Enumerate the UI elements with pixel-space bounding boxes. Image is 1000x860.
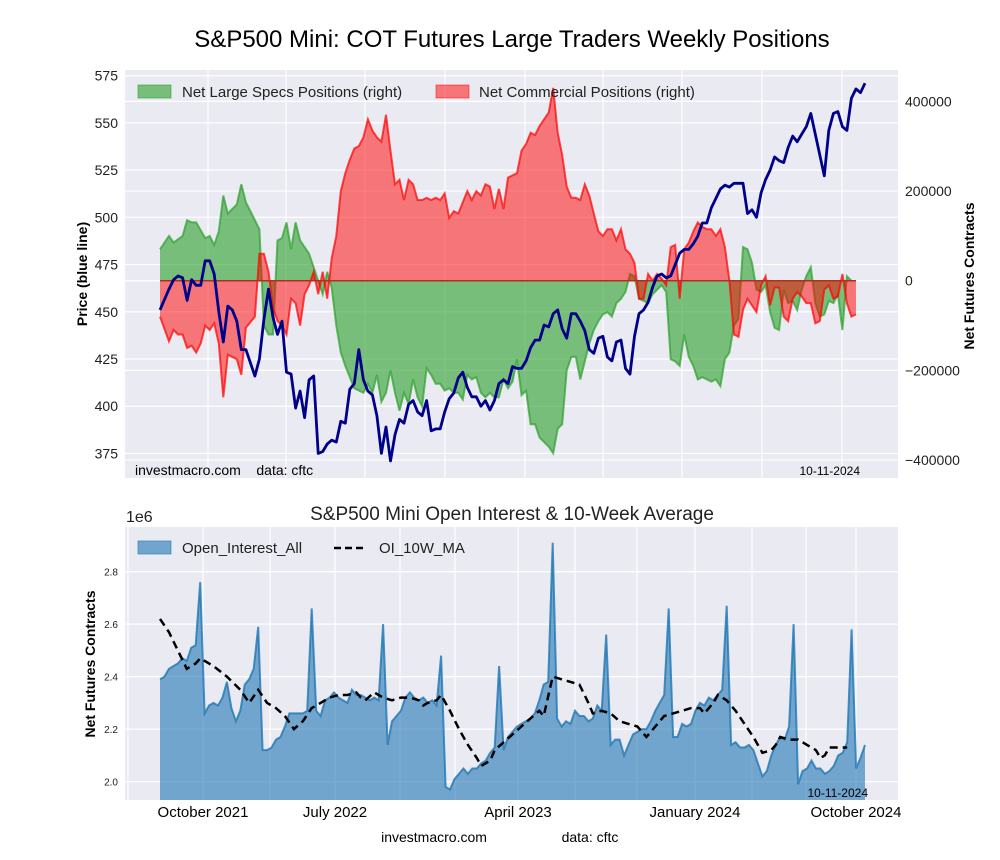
- y-tick-label: 2.8: [104, 568, 118, 579]
- top-right-axis-label: Net Futures Contracts: [961, 202, 977, 349]
- right-tick-label: −400000: [905, 452, 960, 468]
- y-tick-label: 2.2: [104, 725, 118, 736]
- right-tick-label: 0: [905, 273, 913, 289]
- bottom-y-axis-label: Net Futures Contracts: [82, 590, 98, 737]
- top-watermark: investmacro.com data: cftc: [135, 462, 313, 478]
- bottom-x-axis-ticks: October 2021 July 2022 April 2023 January 2…: [158, 804, 902, 821]
- left-tick-label: 400: [95, 398, 119, 414]
- y-tick-label: 2.6: [104, 620, 118, 631]
- commercial-outline: [159, 87, 857, 398]
- top-left-axis-label: Price (blue line): [74, 222, 90, 326]
- open-interest-outline: [159, 542, 866, 791]
- top-date-stamp: 10-11-2024: [800, 464, 861, 478]
- legend-label-large-specs: Net Large Specs Positions (right): [182, 84, 402, 101]
- top-line-series: [158, 82, 867, 463]
- top-legend: Net Large Specs Positions (right) Net Co…: [137, 84, 695, 101]
- right-tick-label: 200000: [905, 183, 952, 199]
- left-tick-label: 550: [95, 115, 119, 131]
- legend-swatch-large-specs: [137, 84, 172, 99]
- legend-label-open-interest: Open_Interest_All: [182, 540, 302, 557]
- legend-swatch-commercial: [435, 84, 470, 99]
- commercial-area: [160, 87, 856, 398]
- open-interest-title: S&P500 Mini Open Interest & 10-Week Aver…: [310, 504, 714, 525]
- x-tick-label: April 2023: [484, 804, 552, 821]
- figure-title: S&P500 Mini: COT Futures Large Traders W…: [194, 26, 829, 53]
- left-tick-label: 500: [95, 209, 119, 225]
- large-specs-area: [160, 184, 852, 454]
- left-tick-label: 475: [95, 257, 119, 273]
- legend-label-commercial: Net Commercial Positions (right): [479, 84, 695, 101]
- bottom-line-series: [158, 618, 848, 768]
- price-line: [158, 82, 867, 463]
- y-scale-multiplier: 1e6: [126, 509, 153, 526]
- left-tick-label: 425: [95, 351, 119, 367]
- open-interest-panel: S&P500 Mini Open Interest & 10-Week Aver…: [82, 504, 901, 821]
- x-tick-label: October 2024: [811, 804, 902, 821]
- y-tick-label: 2.4: [104, 673, 118, 684]
- bottom-y-axis-ticks: 2.0 2.2 2.4 2.6 2.8: [104, 568, 118, 789]
- large-specs-outline: [159, 184, 853, 456]
- right-tick-label: 400000: [905, 93, 952, 109]
- left-tick-label: 375: [95, 445, 119, 461]
- ma-10w-line: [158, 618, 848, 768]
- top-area-series: [159, 87, 857, 456]
- x-tick-label: October 2021: [158, 804, 249, 821]
- top-left-axis-ticks: 375 400 425 450 475 500 525 550 575: [95, 68, 119, 462]
- left-tick-label: 525: [95, 162, 119, 178]
- x-tick-label: January 2024: [650, 804, 741, 821]
- open-interest-area: [160, 542, 865, 800]
- bottom-area-series: [159, 542, 866, 800]
- top-right-axis-ticks: −400000 −200000 0 200000 400000: [905, 93, 960, 468]
- footer-source: data: cftc: [562, 829, 619, 845]
- positions-panel: 375 400 425 450 475 500 525 550 575 −400000 −2000…: [74, 68, 977, 478]
- legend-swatch-open-interest: [137, 540, 172, 555]
- x-tick-label: July 2022: [303, 804, 367, 821]
- y-tick-label: 2.0: [104, 778, 118, 789]
- footer-site: investmacro.com: [381, 829, 487, 845]
- legend-label-10w-ma: OI_10W_MA: [379, 540, 465, 557]
- left-tick-label: 450: [95, 304, 119, 320]
- bottom-date-stamp: 10-11-2024: [808, 786, 869, 800]
- right-tick-label: −200000: [905, 362, 960, 378]
- bottom-legend: Open_Interest_All OI_10W_MA: [137, 540, 465, 557]
- left-tick-label: 575: [95, 68, 119, 84]
